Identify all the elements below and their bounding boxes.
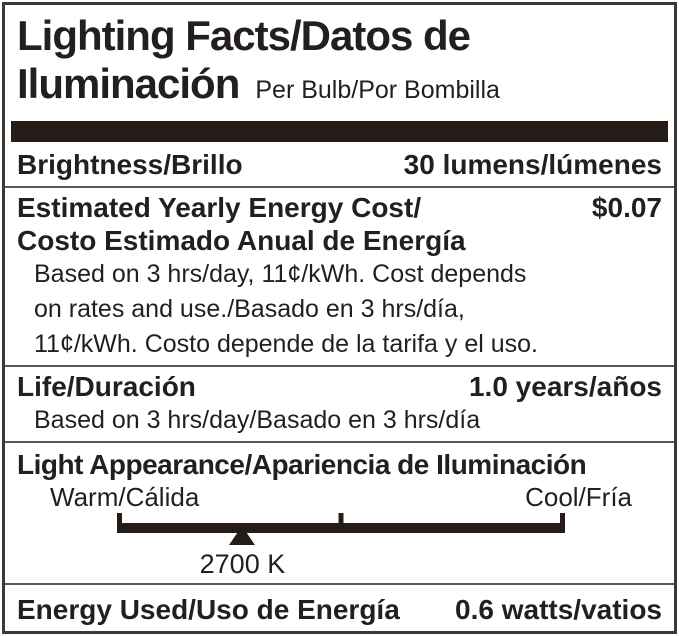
- energy-cost-value: $0.07: [591, 192, 662, 223]
- cct-marker: [229, 526, 256, 545]
- label-title: Lighting Facts/Datos de Iluminación Per …: [17, 12, 662, 114]
- title-line-1: Lighting Facts/Datos de: [17, 12, 471, 59]
- energy-cost-note-line3: 11¢/kWh. Costo depende de la tarifa y el…: [34, 330, 539, 358]
- energy-cost-label-es: Costo Estimado Anual de Energía: [17, 225, 466, 256]
- brightness-value: 30 lumens/lúmenes: [403, 149, 662, 180]
- cool-label: Cool/Fría: [525, 482, 632, 512]
- scale-bar: [117, 523, 565, 533]
- brightness-label: Brightness/Brillo: [17, 149, 243, 180]
- energy-used-row: Energy Used/Uso de Energía 0.6 watts/vat…: [17, 585, 662, 626]
- label-header: Lighting Facts/Datos de Iluminación Per …: [17, 5, 662, 114]
- life-label: Life/Duración: [17, 371, 196, 402]
- brightness-row: Brightness/Brillo 30 lumens/lúmenes: [17, 142, 662, 186]
- rule-3: [5, 441, 674, 443]
- warm-label: Warm/Cálida: [50, 482, 200, 512]
- energy-cost-row: Estimated Yearly Energy Cost/ $0.07: [17, 191, 662, 224]
- energy-cost-label-en: Estimated Yearly Energy Cost/: [17, 192, 422, 223]
- light-appearance-section: Light Appearance/Apariencia de Iluminaci…: [17, 443, 662, 583]
- rule-2: [5, 365, 674, 367]
- life-note: Based on 3 hrs/day/Basado en 3 hrs/día: [34, 406, 481, 434]
- per-unit-text: Per Bulb/Por Bombilla: [255, 76, 500, 104]
- life-section: Life/Duración 1.0 years/años Based on 3 …: [17, 367, 662, 441]
- energy-cost-note-line2: on rates and use./Basado en 3 hrs/día,: [34, 295, 465, 323]
- cct-scale: 2700 K: [117, 513, 565, 583]
- title-line-2: Iluminación: [17, 60, 240, 107]
- life-value: 1.0 years/años: [468, 371, 662, 402]
- header-divider-bar: [11, 121, 668, 142]
- energy-cost-section: Estimated Yearly Energy Cost/ $0.07 Cost…: [17, 188, 662, 365]
- energy-cost-note-line1: Based on 3 hrs/day, 11¢/kWh. Cost depend…: [34, 260, 527, 288]
- cct-marker-label: 2700 K: [199, 549, 286, 579]
- rule-1: [5, 186, 674, 188]
- life-row: Life/Duración 1.0 years/años: [17, 371, 662, 403]
- rule-4: [5, 583, 674, 585]
- energy-used-label: Energy Used/Uso de Energía: [17, 594, 400, 625]
- energy-used-value: 0.6 watts/vatios: [455, 594, 662, 625]
- light-appearance-label: Light Appearance/Apariencia de Iluminaci…: [17, 449, 587, 480]
